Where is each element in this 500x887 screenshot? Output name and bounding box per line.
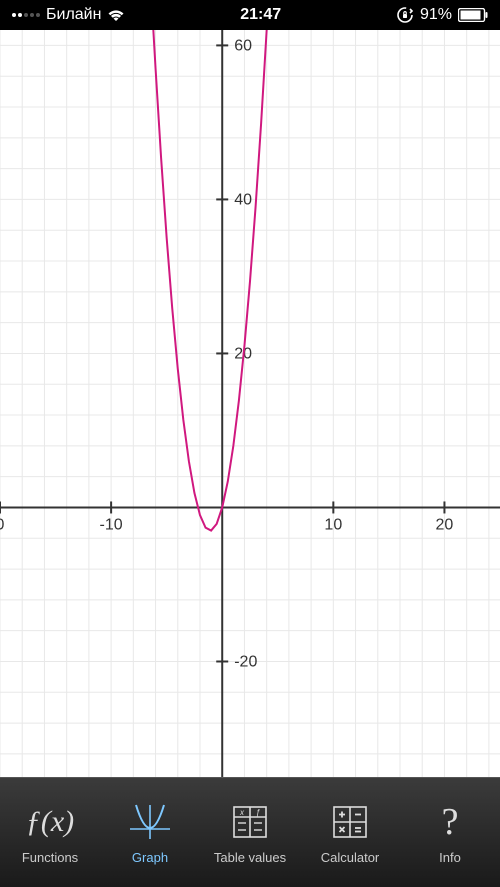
tab-functions-label: Functions: [22, 850, 78, 865]
svg-text:10: 10: [324, 516, 342, 533]
tab-functions[interactable]: ƒ(x) Functions: [0, 778, 100, 887]
tab-graph[interactable]: Graph: [100, 778, 200, 887]
table-values-icon: xƒ: [230, 800, 270, 844]
signal-icon: [12, 13, 40, 17]
svg-text:ƒ: ƒ: [256, 808, 261, 817]
tab-info-label: Info: [439, 850, 461, 865]
phone-frame: Билайн 21:47 91% 0-101020-20204060 ƒ(x) …: [0, 0, 500, 887]
tab-table-values-label: Table values: [214, 850, 286, 865]
status-bar-right: 91%: [396, 6, 488, 24]
tab-calculator[interactable]: Calculator: [300, 778, 400, 887]
calculator-icon: [330, 800, 370, 844]
battery-icon: [458, 8, 488, 22]
svg-text:0: 0: [0, 516, 5, 533]
info-icon: ?: [442, 800, 459, 844]
tab-calculator-label: Calculator: [321, 850, 380, 865]
svg-text:40: 40: [234, 191, 252, 208]
svg-text:60: 60: [234, 37, 252, 54]
graph-area[interactable]: 0-101020-20204060: [0, 30, 500, 777]
graph-icon: [128, 800, 172, 844]
tab-graph-label: Graph: [132, 850, 168, 865]
functions-icon: ƒ(x): [26, 800, 74, 844]
status-bar-left: Билайн: [12, 6, 125, 24]
rotation-lock-icon: [396, 6, 414, 24]
svg-text:x: x: [239, 808, 245, 817]
tab-table-values[interactable]: xƒ Table values: [200, 778, 300, 887]
tab-info[interactable]: ? Info: [400, 778, 500, 887]
svg-text:-10: -10: [100, 516, 123, 533]
svg-text:20: 20: [436, 516, 454, 533]
status-bar: Билайн 21:47 91%: [0, 0, 500, 30]
battery-pct-label: 91%: [420, 6, 452, 24]
clock-label: 21:47: [240, 6, 281, 24]
graph-canvas[interactable]: 0-101020-20204060: [0, 30, 500, 777]
svg-text:-20: -20: [234, 653, 257, 670]
wifi-icon: [107, 8, 125, 22]
carrier-label: Билайн: [46, 6, 101, 24]
tab-bar: ƒ(x) Functions Graph xƒ Table values Cal…: [0, 777, 500, 887]
